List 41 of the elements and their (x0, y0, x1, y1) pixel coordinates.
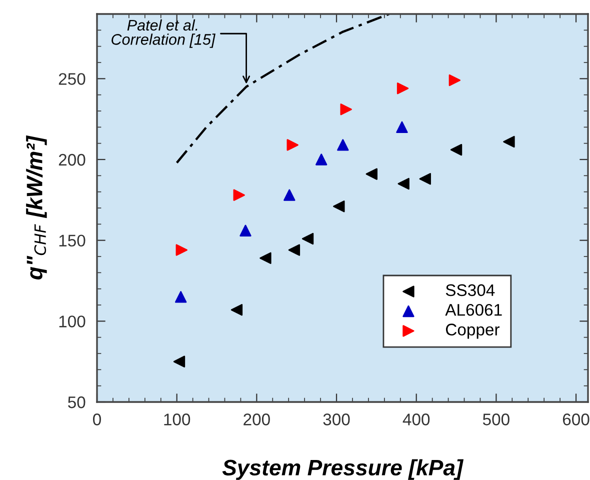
point (396, 121, 408, 134)
point (333, 200, 345, 212)
point (503, 136, 515, 148)
point (233, 189, 245, 201)
point (260, 252, 272, 264)
legend-label: Copper (446, 324, 500, 339)
point (302, 232, 314, 245)
point (288, 244, 300, 256)
y-axis-title: q"$_{CHF}$ [kW/m²] (26, 135, 47, 280)
point (230, 304, 243, 316)
x-tick-label: 600 (562, 414, 590, 426)
x-tick-label: 400 (402, 414, 430, 426)
annotation: Patel et al. Correlation [15] (112, 19, 216, 48)
point (398, 178, 410, 190)
point (337, 139, 349, 151)
point (174, 291, 187, 303)
point (316, 154, 328, 166)
point (240, 224, 252, 236)
x-tick-label: 0 (93, 414, 101, 426)
x-axis-title: System Pressure [kPa] (222, 459, 464, 480)
y-tick-label: 150 (59, 234, 86, 247)
point (340, 104, 352, 116)
x-tick-label: 200 (244, 414, 270, 426)
x-tick-label: 100 (164, 414, 190, 426)
point (419, 173, 431, 185)
point (173, 356, 186, 368)
y-tick-label: 50 (68, 396, 86, 408)
point (366, 168, 378, 180)
point (396, 82, 409, 94)
legend-label: SS304 (446, 284, 495, 296)
x-tick-label: 300 (323, 414, 350, 426)
y-tick-label: 100 (59, 316, 86, 328)
point (450, 144, 462, 156)
legend-label: AL6061 (445, 304, 502, 316)
point (448, 74, 461, 86)
point (286, 139, 298, 151)
x-tick-label: 500 (482, 414, 510, 426)
y-tick-label: 200 (58, 154, 86, 166)
point (284, 189, 296, 201)
y-tick-label: 250 (58, 73, 86, 85)
point (176, 244, 188, 256)
